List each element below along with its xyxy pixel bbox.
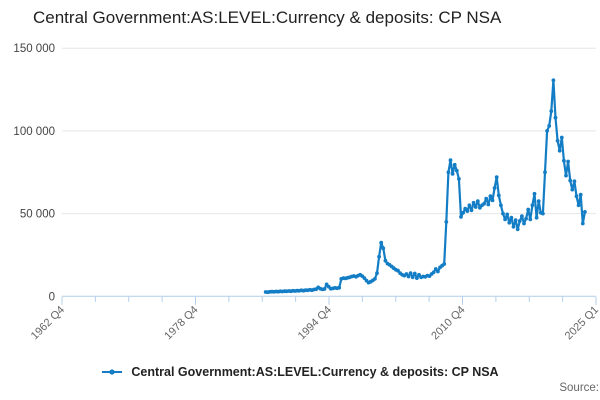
svg-text:150 000: 150 000 <box>13 43 55 55</box>
legend-series-marker-icon <box>102 369 123 375</box>
svg-text:1994 Q4: 1994 Q4 <box>296 304 334 342</box>
legend[interactable]: Central Government:AS:LEVEL:Currency & d… <box>0 363 600 381</box>
svg-text:1978 Q4: 1978 Q4 <box>162 304 200 342</box>
legend-series-label: Central Government:AS:LEVEL:Currency & d… <box>131 365 499 379</box>
chart-title: Central Government:AS:LEVEL:Currency & d… <box>33 8 502 27</box>
line-chart-plot[interactable]: 0 50 000 100 000 150 000 1962 Q4 1978 Q4 1994 … <box>0 0 600 360</box>
x-axis-ticks <box>61 296 597 305</box>
x-axis-labels: 1962 Q4 1978 Q4 1994 Q4 2010 Q4 2025 Q1 <box>29 304 600 342</box>
svg-text:2010 Q4: 2010 Q4 <box>429 304 467 342</box>
series-currency-deposits[interactable] <box>263 78 587 295</box>
svg-text:0: 0 <box>49 291 55 303</box>
source-note: Source: <box>559 382 599 394</box>
y-gridlines <box>62 47 596 297</box>
svg-text:50 000: 50 000 <box>20 209 55 221</box>
svg-text:1962 Q4: 1962 Q4 <box>29 304 67 342</box>
svg-text:100 000: 100 000 <box>13 126 55 138</box>
y-axis-labels: 0 50 000 100 000 150 000 <box>13 43 55 303</box>
svg-text:2025 Q1: 2025 Q1 <box>563 304 600 342</box>
